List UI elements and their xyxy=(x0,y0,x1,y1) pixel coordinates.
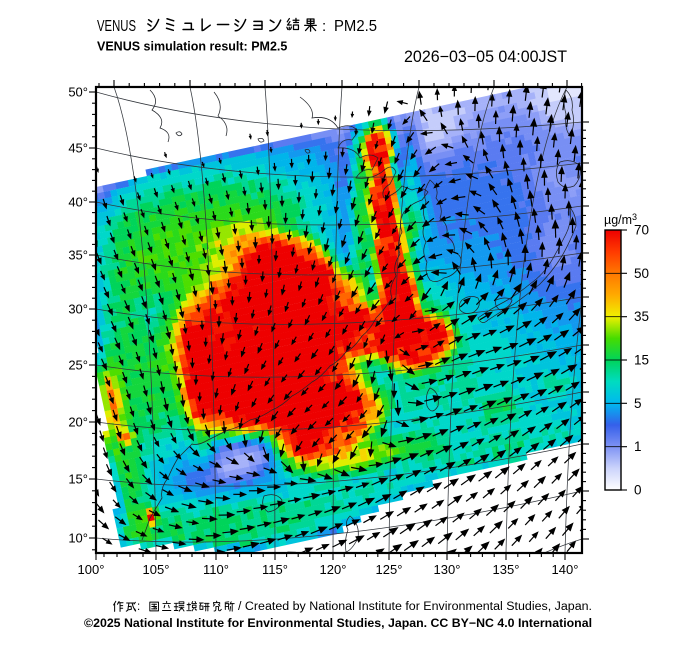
svg-text:35°: 35° xyxy=(68,248,88,263)
svg-text:15°: 15° xyxy=(68,472,88,487)
svg-text:45°: 45° xyxy=(68,141,88,156)
svg-text:5: 5 xyxy=(634,396,642,411)
svg-text:VENUS simulation result: PM2.5: VENUS simulation result: PM2.5 xyxy=(97,40,287,54)
svg-text:µg/m3: µg/m3 xyxy=(604,212,637,227)
svg-text:PM2.5: PM2.5 xyxy=(334,18,377,35)
svg-text:15: 15 xyxy=(634,353,649,368)
svg-text:135°: 135° xyxy=(493,562,520,577)
svg-text:20°: 20° xyxy=(68,415,88,430)
svg-text::: : xyxy=(322,18,326,35)
svg-text:125°: 125° xyxy=(376,562,403,577)
svg-text:110°: 110° xyxy=(203,562,229,577)
svg-text:0: 0 xyxy=(634,483,642,498)
svg-text:50: 50 xyxy=(634,266,649,281)
svg-text:10°: 10° xyxy=(68,531,88,546)
svg-text:115°: 115° xyxy=(262,562,288,577)
svg-text:120°: 120° xyxy=(320,562,347,577)
svg-text:2026−03−05 04:00JST: 2026−03−05 04:00JST xyxy=(404,48,567,66)
svg-text:130°: 130° xyxy=(434,562,461,577)
svg-text:100°: 100° xyxy=(78,562,105,577)
svg-text:50°: 50° xyxy=(68,85,88,100)
svg-text:40°: 40° xyxy=(68,195,88,210)
svg-text:/ Created by National Institut: / Created by National Institute for Envi… xyxy=(238,601,592,613)
svg-text:35: 35 xyxy=(634,309,649,324)
svg-text::: : xyxy=(137,601,140,613)
svg-text:30°: 30° xyxy=(68,302,88,317)
svg-text:1: 1 xyxy=(634,439,642,454)
svg-text:105°: 105° xyxy=(143,562,170,577)
svg-text:VENUS: VENUS xyxy=(97,18,136,35)
svg-text:©2025 National Institute for E: ©2025 National Institute for Environment… xyxy=(84,616,592,630)
svg-text:140°: 140° xyxy=(552,562,579,577)
svg-text:70: 70 xyxy=(634,223,649,238)
svg-text:25°: 25° xyxy=(68,358,88,373)
